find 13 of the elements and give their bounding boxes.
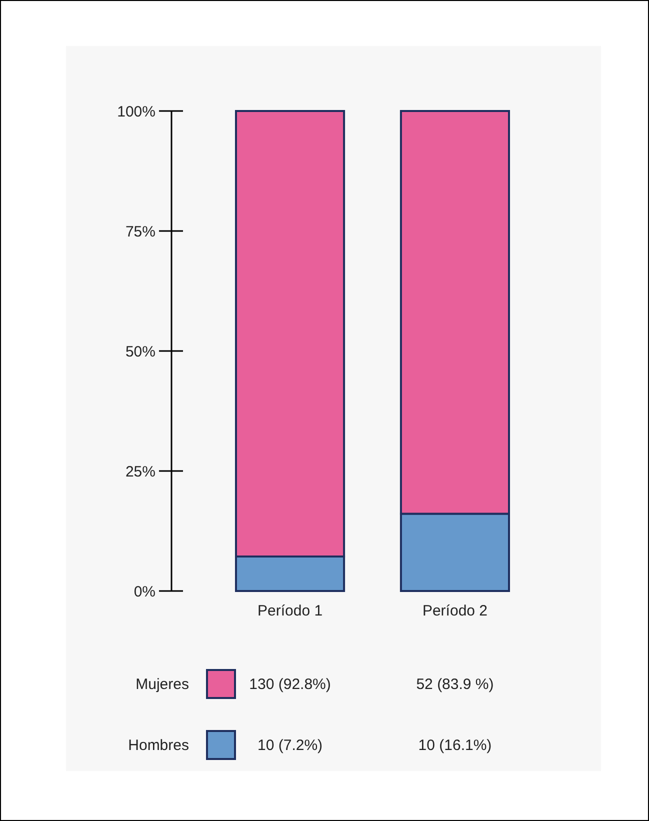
data-label: 10 (16.1%): [418, 737, 492, 754]
legend-label: Mujeres: [136, 676, 189, 693]
x-tick-label: Período 2: [422, 602, 488, 620]
y-tick-label: 100%: [117, 104, 156, 120]
y-tick-label: 25%: [125, 464, 156, 480]
y-tick-label: 75%: [125, 224, 156, 240]
legend-label: Hombres: [128, 737, 189, 754]
y-tick-label: 0%: [134, 584, 156, 600]
data-label: 130 (92.8%): [249, 676, 331, 693]
x-tick-label: Período 1: [257, 602, 323, 620]
data-label: 10 (7.2%): [257, 737, 323, 754]
y-tick-label: 50%: [125, 344, 156, 360]
data-label: 52 (83.9 %): [416, 676, 494, 693]
